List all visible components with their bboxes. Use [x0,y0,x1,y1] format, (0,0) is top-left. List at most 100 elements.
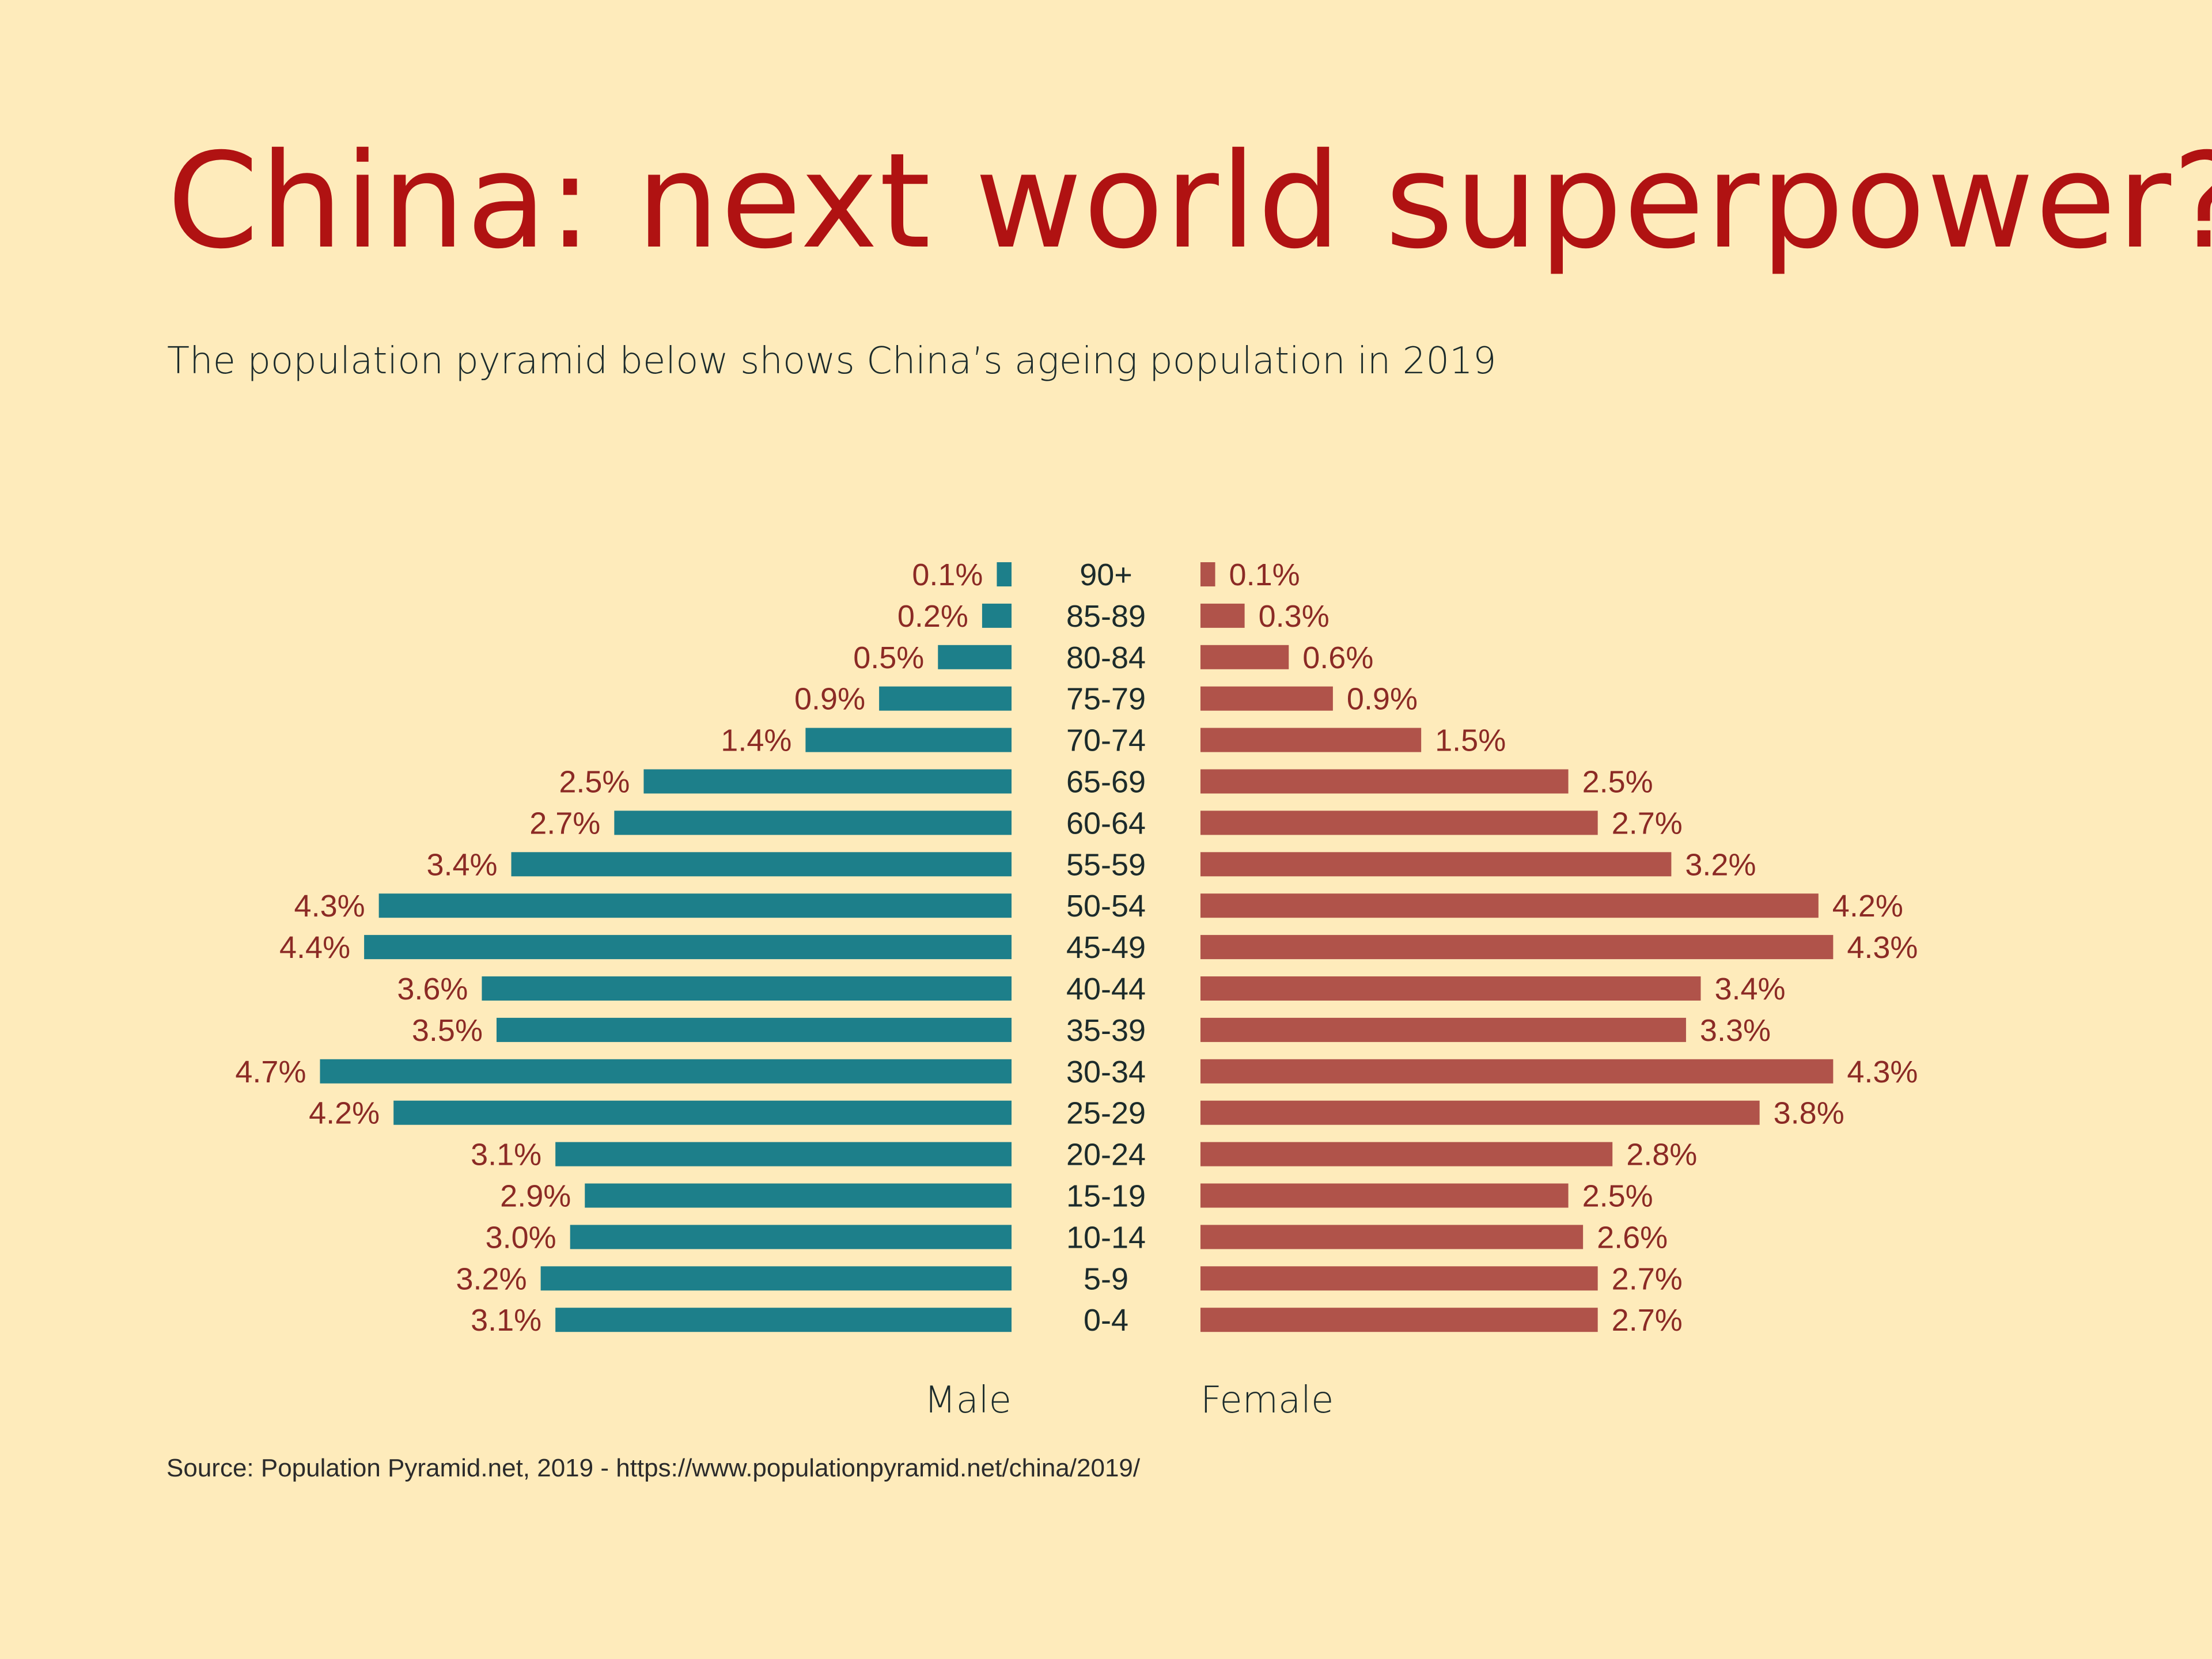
label-female-0-4: 2.7% [1612,1303,1683,1338]
bar-female-10-14 [1200,1225,1584,1249]
label-male-75-79: 0.9% [794,682,865,717]
bar-male-75-79 [879,686,1012,711]
label-female-40-44: 3.4% [1714,972,1785,1006]
label-female-90+: 0.1% [1229,558,1300,592]
bar-female-5-9 [1200,1266,1598,1291]
bar-female-90+ [1200,562,1215,586]
bar-male-5-9 [540,1266,1012,1291]
age-group-label: 30-34 [1066,1055,1146,1089]
bar-female-15-19 [1200,1183,1569,1208]
label-female-85-89: 0.3% [1259,599,1330,634]
age-group-label: 45-49 [1066,930,1146,965]
bar-female-25-29 [1200,1100,1760,1125]
bar-male-10-14 [570,1225,1012,1249]
label-male-0-4: 3.1% [471,1303,541,1338]
bar-female-45-49 [1200,935,1834,960]
bar-female-60-64 [1200,810,1598,835]
age-group-label: 50-54 [1066,889,1146,923]
bar-female-55-59 [1200,852,1672,877]
age-group-label: 20-24 [1066,1138,1146,1172]
label-male-90+: 0.1% [912,558,983,592]
age-group-label: 70-74 [1066,724,1146,758]
age-group-label: 35-39 [1066,1013,1146,1048]
chart-title: China: next world superpower? [167,124,2212,278]
label-female-65-69: 2.5% [1582,765,1653,800]
age-group-label: 55-59 [1066,847,1146,882]
label-male-45-49: 4.4% [279,930,350,965]
age-group-label: 75-79 [1066,682,1146,717]
age-group-label: 40-44 [1066,972,1146,1006]
label-male-35-39: 3.5% [412,1013,483,1048]
label-male-60-64: 2.7% [529,806,600,840]
age-group-label: 90+ [1080,558,1132,592]
chart-subtitle: The population pyramid below shows China… [167,340,1497,382]
label-male-50-54: 4.3% [294,889,365,923]
bar-female-30-34 [1200,1059,1834,1084]
age-group-label: 5-9 [1084,1262,1128,1296]
label-male-40-44: 3.6% [397,972,468,1006]
age-group-label: 85-89 [1066,599,1146,634]
bar-female-85-89 [1200,603,1245,628]
legend-male: Male [924,1379,1012,1422]
label-male-65-69: 2.5% [559,765,630,800]
label-female-30-34: 4.3% [1847,1055,1918,1089]
bar-male-15-19 [585,1183,1012,1208]
bar-male-60-64 [614,810,1012,835]
bar-male-65-69 [643,769,1012,794]
age-group-label: 15-19 [1066,1179,1146,1214]
bar-female-20-24 [1200,1142,1613,1166]
bar-male-55-59 [511,852,1012,877]
label-male-15-19: 2.9% [500,1179,571,1214]
label-female-70-74: 1.5% [1435,724,1506,758]
age-group-label: 10-14 [1066,1220,1146,1255]
label-male-80-84: 0.5% [853,641,924,675]
bar-female-70-74 [1200,728,1422,752]
label-female-60-64: 2.7% [1612,806,1683,840]
label-male-85-89: 0.2% [897,599,968,634]
bar-male-35-39 [496,1017,1012,1042]
label-female-20-24: 2.8% [1626,1138,1697,1172]
bar-female-50-54 [1200,893,1819,918]
bar-female-40-44 [1200,976,1701,1001]
bar-female-80-84 [1200,645,1289,669]
label-female-55-59: 3.2% [1685,847,1756,882]
label-female-50-54: 4.2% [1832,889,1903,923]
source-note: Source: Population Pyramid.net, 2019 - h… [166,1454,1141,1482]
label-female-75-79: 0.9% [1347,682,1418,717]
bar-female-0-4 [1200,1308,1598,1332]
label-female-25-29: 3.8% [1774,1096,1844,1131]
bar-male-25-29 [393,1100,1012,1125]
bar-male-30-34 [320,1059,1012,1084]
age-group-label: 80-84 [1066,641,1146,675]
label-female-45-49: 4.3% [1847,930,1918,965]
legend-female: Female [1200,1379,1334,1422]
label-female-15-19: 2.5% [1582,1179,1653,1214]
bar-male-45-49 [364,935,1012,960]
label-female-5-9: 2.7% [1612,1262,1683,1296]
bar-male-0-4 [555,1308,1012,1332]
age-group-label: 65-69 [1066,765,1146,800]
bar-male-80-84 [938,645,1012,669]
bar-male-50-54 [378,893,1012,918]
label-male-5-9: 3.2% [456,1262,527,1296]
bar-male-85-89 [982,603,1012,628]
bar-male-20-24 [555,1142,1012,1166]
bar-female-65-69 [1200,769,1569,794]
label-male-10-14: 3.0% [486,1220,556,1255]
bar-male-40-44 [482,976,1012,1001]
bar-male-70-74 [805,728,1012,752]
label-male-20-24: 3.1% [471,1138,541,1172]
bar-male-90+ [997,562,1012,586]
age-group-label: 25-29 [1066,1096,1146,1131]
label-male-55-59: 3.4% [426,847,497,882]
label-female-80-84: 0.6% [1302,641,1373,675]
age-group-label: 60-64 [1066,806,1146,840]
age-group-label: 0-4 [1084,1303,1128,1338]
bar-female-75-79 [1200,686,1333,711]
label-male-25-29: 4.2% [309,1096,380,1131]
label-male-70-74: 1.4% [721,724,791,758]
label-female-10-14: 2.6% [1597,1220,1668,1255]
label-male-30-34: 4.7% [235,1055,306,1089]
bar-female-35-39 [1200,1017,1686,1042]
